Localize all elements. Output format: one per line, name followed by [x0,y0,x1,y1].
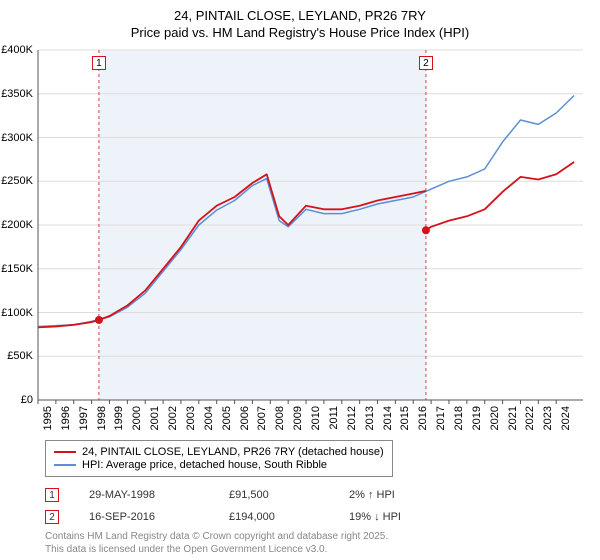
x-tick-label: 2023 [542,406,554,430]
x-tick-label: 2002 [167,406,179,430]
x-tick-label: 2012 [346,406,358,430]
x-tick-label: 2020 [489,406,501,430]
x-tick-label: 2022 [524,406,536,430]
x-tick-label: 2009 [292,406,304,430]
annotation-row-1: 1 29-MAY-1998 £91,500 2% ↑ HPI [45,488,565,502]
legend-item-hpi: HPI: Average price, detached house, Sout… [54,459,384,471]
annotation-price-2: £194,000 [229,511,349,523]
legend-label-property: 24, PINTAIL CLOSE, LEYLAND, PR26 7RY (de… [82,446,384,458]
x-tick-label: 2003 [185,406,197,430]
x-tick-label: 2014 [382,406,394,430]
y-tick-label: £0 [21,394,33,406]
footer: Contains HM Land Registry data © Crown c… [45,531,388,556]
x-tick-label: 2008 [274,406,286,430]
chart-container: 24, PINTAIL CLOSE, LEYLAND, PR26 7RY Pri… [0,0,600,560]
x-tick-label: 2005 [221,406,233,430]
legend-label-hpi: HPI: Average price, detached house, Sout… [82,459,327,471]
x-tick-label: 2004 [203,406,215,430]
y-tick-label: £200K [1,219,33,231]
x-tick-label: 1998 [96,406,108,430]
legend-swatch-hpi [54,464,76,466]
x-tick-label: 2018 [453,406,465,430]
legend: 24, PINTAIL CLOSE, LEYLAND, PR26 7RY (de… [45,440,393,477]
x-tick-label: 2024 [560,406,572,430]
y-tick-label: £350K [1,88,33,100]
x-tick-label: 1997 [78,406,90,430]
x-tick-label: 2011 [328,406,340,430]
x-tick-label: 1995 [42,406,54,430]
x-tick-label: 2001 [149,406,161,430]
y-tick-label: £400K [1,44,33,56]
y-tick-label: £100K [1,307,33,319]
x-tick-label: 2021 [507,406,519,430]
x-tick-label: 2017 [435,406,447,430]
footer-line2: This data is licensed under the Open Gov… [45,544,388,557]
annotation-date-2: 16-SEP-2016 [89,511,229,523]
annotation-date-1: 29-MAY-1998 [89,489,229,501]
annotation-marker-2: 2 [45,510,59,524]
y-tick-label: £50K [7,350,33,362]
annotation-delta-1: 2% ↑ HPI [349,489,469,501]
chart-area: £0£50K£100K£150K£200K£250K£300K£350K£400… [38,50,583,400]
title-block: 24, PINTAIL CLOSE, LEYLAND, PR26 7RY Pri… [0,0,600,42]
title-line1: 24, PINTAIL CLOSE, LEYLAND, PR26 7RY [10,8,590,23]
x-tick-label: 2010 [310,406,322,430]
chart-marker-2: 2 [419,56,433,70]
annotation-price-1: £91,500 [229,489,349,501]
x-tick-label: 2006 [239,406,251,430]
chart-marker-1: 1 [92,56,106,70]
title-line2: Price paid vs. HM Land Registry's House … [10,25,590,40]
x-tick-label: 1996 [60,406,72,430]
annotation-marker-1: 1 [45,488,59,502]
x-tick-label: 1999 [113,406,125,430]
y-tick-label: £250K [1,175,33,187]
annotation-row-2: 2 16-SEP-2016 £194,000 19% ↓ HPI [45,510,565,524]
x-tick-label: 2013 [364,406,376,430]
x-tick-label: 2015 [399,406,411,430]
y-tick-label: £300K [1,132,33,144]
x-tick-label: 2019 [471,406,483,430]
x-tick-label: 2000 [131,406,143,430]
legend-swatch-property [54,451,76,453]
legend-item-property: 24, PINTAIL CLOSE, LEYLAND, PR26 7RY (de… [54,446,384,458]
chart-svg [38,50,583,400]
x-tick-label: 2007 [256,406,268,430]
footer-line1: Contains HM Land Registry data © Crown c… [45,531,388,544]
x-tick-label: 2016 [417,406,429,430]
annotation-delta-2: 19% ↓ HPI [349,511,469,523]
y-tick-label: £150K [1,263,33,275]
